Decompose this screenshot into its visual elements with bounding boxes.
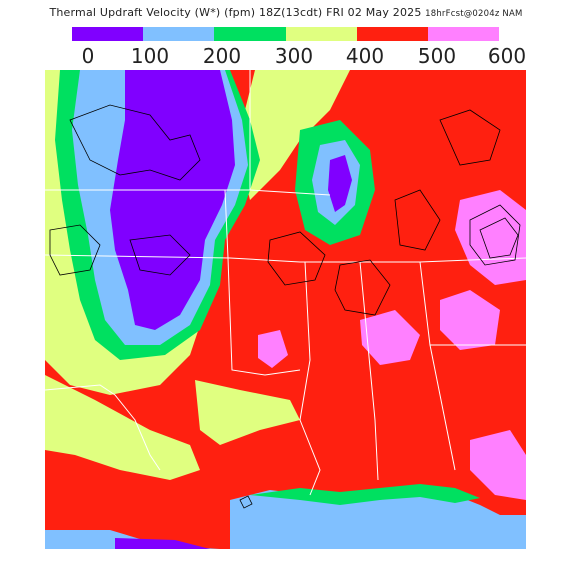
thermal-velocity-map bbox=[45, 70, 526, 549]
legend-tick-label: 200 bbox=[202, 44, 242, 68]
field-purple-north bbox=[328, 155, 352, 212]
legend-tick-label: 400 bbox=[345, 44, 385, 68]
legend-tick-label: 300 bbox=[274, 44, 314, 68]
legend-tick-label: 0 bbox=[81, 44, 95, 68]
field-pink-coast bbox=[470, 430, 526, 500]
legend-tick-labels: 0 100 200 300 400 500 600 bbox=[0, 44, 572, 68]
legend-tick-label: 100 bbox=[130, 44, 170, 68]
legend-swatch-200-300 bbox=[214, 27, 286, 41]
title-forecast-info: 18hrFcst@0204z NAM bbox=[425, 9, 523, 19]
map-title: Thermal Updraft Velocity (W*) (fpm) 18Z(… bbox=[0, 6, 572, 19]
legend-swatch-500-600 bbox=[427, 27, 500, 41]
field-yellow-southwest bbox=[45, 375, 200, 480]
legend-swatch-400-500 bbox=[356, 27, 428, 41]
legend-swatch-300-400 bbox=[285, 27, 357, 41]
contour-lines bbox=[49, 104, 521, 509]
title-main: Thermal Updraft Velocity (W*) (fpm) 18Z(… bbox=[49, 6, 422, 19]
field-pink-east bbox=[360, 310, 420, 365]
color-legend bbox=[72, 27, 500, 41]
field-purple-south bbox=[115, 538, 210, 549]
state-boundaries bbox=[45, 70, 526, 496]
field-yellow-north bbox=[240, 70, 350, 200]
gulf-of-mexico bbox=[230, 490, 526, 549]
field-pink-southeast bbox=[440, 290, 500, 350]
legend-swatch-100-200 bbox=[143, 27, 215, 41]
legend-tick-label: 500 bbox=[417, 44, 457, 68]
field-yellow-central bbox=[195, 380, 300, 445]
legend-swatch-0-100 bbox=[72, 27, 144, 41]
field-pink-central bbox=[258, 330, 288, 368]
legend-tick-label: 600 bbox=[487, 44, 527, 68]
field-green-coast bbox=[250, 484, 480, 505]
field-purple-core bbox=[110, 70, 235, 330]
